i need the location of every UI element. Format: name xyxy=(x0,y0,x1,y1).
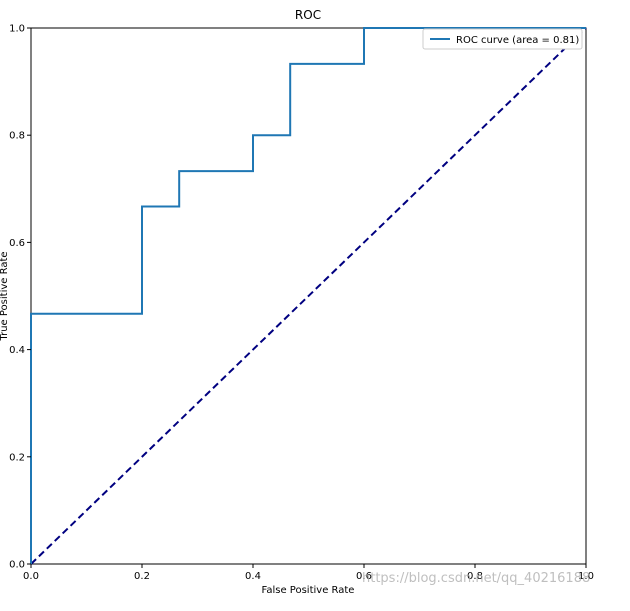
x-tick-label: 0.8 xyxy=(467,571,483,582)
x-axis-title: False Positive Rate xyxy=(262,585,355,596)
x-tick-label: 0.4 xyxy=(245,571,261,582)
y-tick-label: 0.2 xyxy=(9,452,25,463)
x-tick-label: 0.2 xyxy=(134,571,150,582)
x-tick-label: 1.0 xyxy=(578,571,594,582)
y-tick-label: 0.0 xyxy=(9,560,25,571)
x-axis: 0.0 0.2 0.4 0.6 0.8 1.0 xyxy=(23,564,594,582)
y-tick-label: 1.0 xyxy=(9,24,25,35)
legend-label: ROC curve (area = 0.81) xyxy=(456,35,579,46)
diagonal-reference-line xyxy=(30,27,587,565)
y-axis-title: True Positive Rate xyxy=(0,251,10,341)
x-tick-label: 0.0 xyxy=(23,571,39,582)
watermark: https://blog.csdn.net/qq_40216188 xyxy=(362,571,591,586)
roc-curve-line xyxy=(30,27,586,564)
x-tick-label: 0.6 xyxy=(356,571,372,582)
y-axis: 0.0 0.2 0.4 0.6 0.8 1.0 xyxy=(9,24,31,571)
y-tick-label: 0.8 xyxy=(9,131,25,142)
series-layer xyxy=(30,27,587,565)
legend-box xyxy=(422,28,583,50)
plot-area xyxy=(30,27,587,565)
legend: ROC curve (area = 0.81) xyxy=(422,28,583,50)
chart-title: ROC xyxy=(295,8,321,22)
y-tick-label: 0.6 xyxy=(9,238,25,249)
y-tick-label: 0.4 xyxy=(9,345,25,356)
